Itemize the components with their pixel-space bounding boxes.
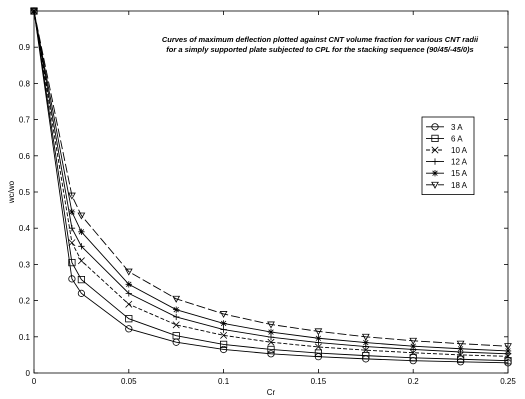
y-tick-label: 0.5	[19, 188, 31, 197]
legend-label: 6 A	[451, 134, 463, 143]
data-point	[172, 295, 181, 303]
data-point	[409, 349, 417, 357]
data-point	[219, 340, 228, 349]
data-point	[220, 320, 227, 327]
y-tick-label: 0.4	[19, 224, 31, 233]
data-point	[124, 268, 133, 276]
chart-title-line-2: for a simply supported plate subjected t…	[166, 45, 473, 54]
data-point	[314, 349, 323, 357]
data-point	[68, 275, 76, 283]
data-point	[409, 337, 418, 345]
data-point	[125, 290, 132, 297]
data-point	[77, 289, 86, 297]
y-tick-label: 0.9	[19, 43, 31, 52]
data-point	[456, 355, 465, 363]
legend-marker	[431, 158, 439, 165]
data-point	[267, 328, 275, 336]
data-point	[504, 357, 512, 365]
legend: 3 A 6 A 10 A 12 A 15 A 18 A	[421, 116, 475, 195]
x-axis-label: Cr	[267, 388, 276, 397]
series-6a	[30, 7, 512, 365]
series-18a	[30, 8, 512, 351]
y-tick-label: 0.8	[19, 79, 31, 88]
x-tick-label: 0.2	[408, 377, 420, 386]
data-point	[219, 311, 228, 319]
data-point	[173, 313, 180, 321]
legend-marker	[431, 170, 439, 177]
data-point	[68, 192, 76, 200]
series-line	[33, 10, 509, 352]
data-point	[504, 347, 512, 355]
chart-title-line-1: Curves of maximum deflection plotted aga…	[162, 35, 479, 44]
legend-label: 10 A	[451, 146, 468, 155]
data-point	[457, 345, 464, 352]
y-tick-label: 0	[26, 369, 31, 378]
data-point	[220, 326, 227, 333]
data-point	[362, 352, 370, 360]
data-point	[78, 243, 85, 250]
data-point	[68, 225, 76, 232]
legend-marker	[431, 134, 439, 142]
data-point	[361, 333, 370, 341]
legend-marker	[431, 123, 439, 131]
x-tick-label: 0.25	[500, 377, 516, 386]
data-point	[314, 328, 323, 336]
data-point	[173, 306, 180, 313]
axes-layer: 0 0.05 0.1 0.15 0.2 0.25 0 0.1 0.2 0.3 0.4 0.5 0.6 0.…	[19, 11, 516, 386]
data-point	[77, 257, 85, 265]
y-tick-label: 0.6	[19, 152, 31, 161]
x-tick-label: 0.1	[218, 377, 230, 386]
x-tick-label: 0	[32, 377, 37, 386]
data-point	[267, 350, 275, 358]
x-tick-label: 0.05	[121, 377, 137, 386]
data-point	[267, 338, 275, 346]
data-point	[362, 339, 369, 346]
x-tick-label: 0.15	[311, 377, 327, 386]
data-point	[30, 8, 38, 16]
data-point	[172, 332, 180, 340]
data-point	[315, 335, 322, 342]
series-line	[33, 10, 509, 357]
data-point	[68, 239, 76, 247]
data-point	[314, 343, 322, 351]
legend-label: 12 A	[451, 158, 468, 167]
data-point	[410, 343, 417, 350]
series-line	[33, 10, 509, 347]
data-point	[78, 228, 85, 236]
series-12a	[30, 7, 512, 358]
data-point	[456, 340, 465, 348]
series-layer	[30, 7, 512, 367]
data-point	[409, 354, 417, 362]
data-point	[68, 258, 76, 267]
data-point	[220, 345, 228, 354]
series-3a	[30, 7, 512, 367]
series-line	[33, 10, 509, 364]
data-point	[267, 345, 275, 354]
series-line	[33, 10, 509, 355]
y-axis-label: wc/wo	[7, 180, 16, 204]
legend-label: 15 A	[451, 169, 468, 178]
data-point	[362, 346, 370, 354]
data-point	[125, 325, 133, 333]
legend-box	[421, 116, 475, 195]
data-point	[77, 212, 86, 220]
legend-marker	[431, 181, 439, 189]
y-tick-label: 0.7	[19, 116, 31, 125]
data-point	[267, 321, 275, 329]
data-point	[125, 300, 133, 308]
y-tick-label: 0.2	[19, 297, 31, 306]
y-tick-label: 0.1	[19, 333, 31, 342]
data-point	[220, 331, 228, 339]
data-point	[125, 315, 133, 323]
data-point	[68, 208, 76, 216]
y-tick-label: 0.3	[19, 260, 31, 269]
legend-label: 3 A	[451, 123, 463, 132]
legend-label: 18 A	[451, 181, 468, 190]
data-point	[172, 321, 180, 329]
legend-marker	[431, 146, 439, 154]
data-point	[125, 281, 132, 288]
data-point	[504, 343, 512, 351]
data-point	[77, 276, 85, 284]
